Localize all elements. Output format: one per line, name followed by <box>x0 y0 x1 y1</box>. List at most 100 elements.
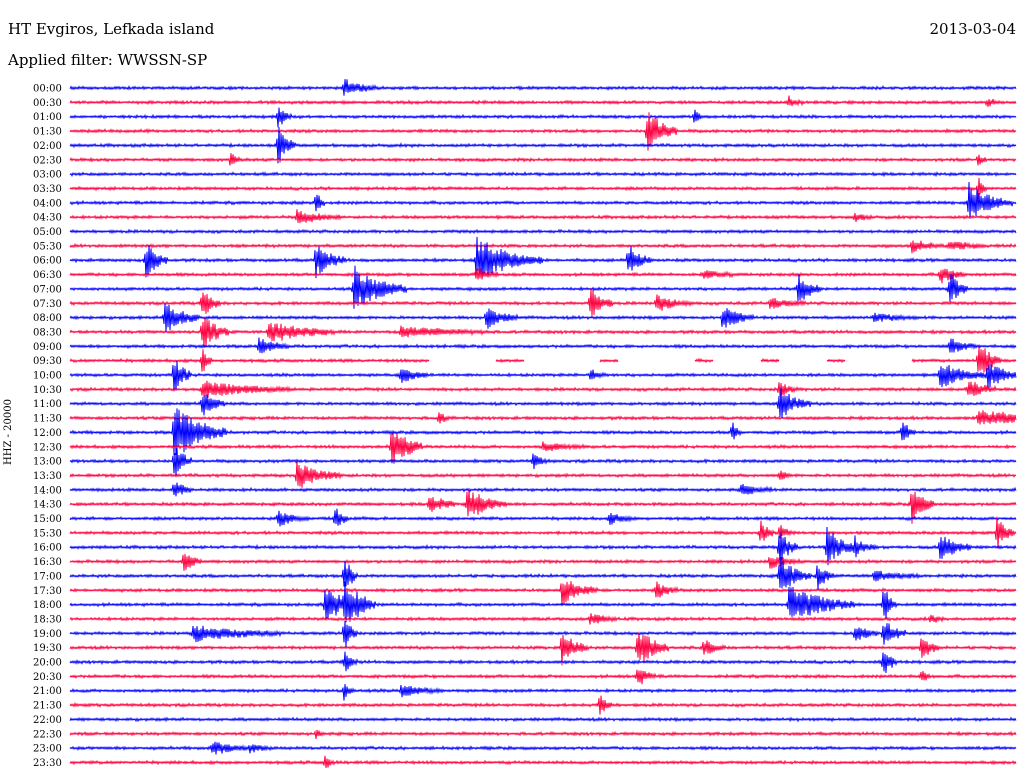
trace-line <box>69 684 1017 701</box>
time-label: 04:00 <box>33 198 62 209</box>
time-label: 23:00 <box>33 744 62 755</box>
time-label: 21:00 <box>33 686 62 697</box>
trace-line <box>69 460 1017 488</box>
time-label: 00:30 <box>33 98 62 109</box>
trace-line <box>495 358 525 364</box>
trace-line <box>69 729 1017 739</box>
time-label: 09:30 <box>33 356 62 367</box>
trace-line <box>69 432 1017 464</box>
time-label: 18:30 <box>33 614 62 625</box>
time-label: 08:30 <box>33 327 62 338</box>
trace-line <box>69 631 1017 666</box>
trace-line <box>69 177 1017 200</box>
time-label: 11:00 <box>33 399 62 410</box>
time-label: 01:30 <box>33 127 62 138</box>
time-label: 12:30 <box>33 442 62 453</box>
trace-line <box>69 127 1017 164</box>
time-label: 15:00 <box>33 514 62 525</box>
trace-line <box>69 516 1017 549</box>
time-label: 12:00 <box>33 428 62 439</box>
trace-line <box>69 651 1017 674</box>
trace-line <box>69 95 1017 107</box>
trace-line <box>69 112 1017 151</box>
time-label: 21:30 <box>33 701 62 712</box>
time-label: 04:30 <box>33 213 62 224</box>
time-label: 19:00 <box>33 629 62 640</box>
trace-line <box>69 447 1017 476</box>
time-label: 09:00 <box>33 342 62 353</box>
trace-line <box>69 337 1017 354</box>
trace-line <box>69 380 1017 398</box>
trace-line <box>69 79 1017 96</box>
trace-line <box>69 360 1017 392</box>
time-label: 02:00 <box>33 141 62 152</box>
record-date: 2013-03-04 <box>929 20 1016 38</box>
time-label: 03:00 <box>33 170 62 181</box>
trace-line <box>69 303 1017 332</box>
trace-line <box>69 669 1017 685</box>
trace-line <box>69 613 1017 625</box>
trace-line <box>69 508 1017 527</box>
time-label: 10:00 <box>33 371 62 382</box>
time-label: 07:30 <box>33 299 62 310</box>
trace-line <box>69 209 1017 224</box>
time-label: 03:30 <box>33 184 62 195</box>
time-label: 01:00 <box>33 112 62 123</box>
time-label: 07:00 <box>33 284 62 295</box>
time-label: 15:30 <box>33 528 62 539</box>
trace-line <box>69 317 1017 348</box>
trace-line <box>69 288 1017 317</box>
trace-line <box>69 349 430 372</box>
time-label: 19:30 <box>33 643 62 654</box>
time-label: 05:30 <box>33 241 62 252</box>
time-label: 10:30 <box>33 385 62 396</box>
trace-line <box>69 716 1017 723</box>
time-label: 20:00 <box>33 658 62 669</box>
time-label: 23:30 <box>33 758 62 769</box>
trace-line <box>69 482 1017 497</box>
time-label: 16:30 <box>33 557 62 568</box>
trace-line <box>69 181 1017 219</box>
trace-line <box>69 228 1017 235</box>
time-label: 00:00 <box>33 84 62 95</box>
trace-line <box>69 268 1017 284</box>
time-label: 06:30 <box>33 270 62 281</box>
trace-line <box>69 755 1017 769</box>
time-label: 16:00 <box>33 543 62 554</box>
time-label: 11:30 <box>33 414 62 425</box>
trace-line <box>69 170 1017 178</box>
trace-line <box>69 236 1017 280</box>
trace-line <box>69 581 1017 623</box>
trace-line <box>599 358 619 363</box>
trace-line <box>69 695 1017 715</box>
time-label: 05:00 <box>33 227 62 238</box>
trace-line <box>69 387 1017 419</box>
trace-line <box>69 107 1017 128</box>
time-label: 14:30 <box>33 500 62 511</box>
time-label: 02:30 <box>33 155 62 166</box>
trace-line <box>826 358 846 364</box>
time-label: 13:30 <box>33 471 62 482</box>
station-title: HT Evgiros, Lefkada island <box>8 20 215 38</box>
trace-line <box>69 557 1017 590</box>
time-label: 18:00 <box>33 600 62 611</box>
time-label: 17:00 <box>33 571 62 582</box>
trace-line <box>69 741 1017 755</box>
time-label: 13:00 <box>33 457 62 468</box>
filter-label: Applied filter: WWSSN-SP <box>8 51 208 69</box>
trace-line <box>69 620 1017 648</box>
trace-line <box>69 408 1017 456</box>
trace-line <box>911 346 1017 373</box>
trace-line <box>69 488 1017 524</box>
trace-line <box>69 526 1017 566</box>
trace-line <box>69 410 1017 425</box>
trace-line <box>69 240 1017 254</box>
time-label: 06:00 <box>33 256 62 267</box>
time-label: 08:00 <box>33 313 62 324</box>
trace-line <box>69 153 1017 166</box>
trace-line <box>69 265 1017 309</box>
time-label: 14:00 <box>33 485 62 496</box>
trace-line <box>69 581 1017 606</box>
time-label: 22:30 <box>33 729 62 740</box>
